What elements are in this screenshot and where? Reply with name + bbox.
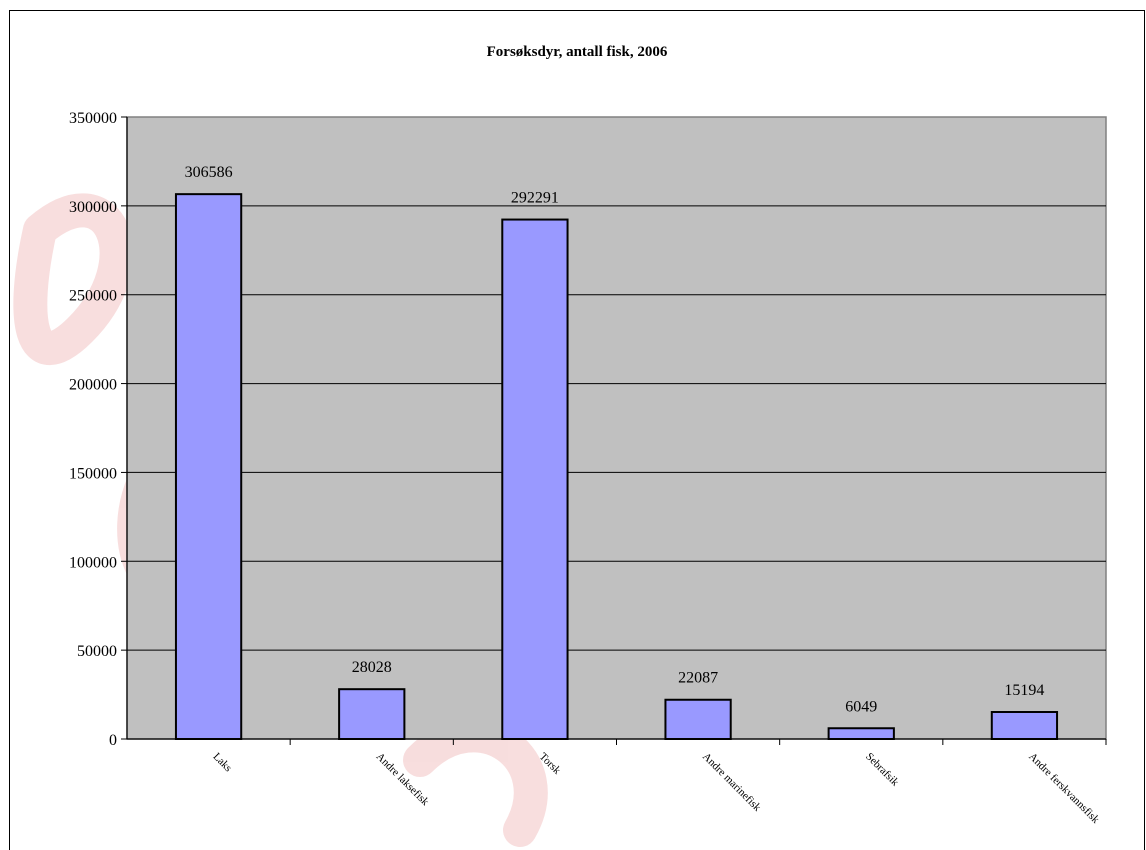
y-tick-label: 200000 (69, 377, 117, 394)
y-tick-label: 250000 (69, 288, 117, 305)
data-label: 292291 (511, 190, 559, 207)
y-tick-label: 50000 (77, 643, 117, 660)
x-tick-label: Laks (210, 751, 234, 775)
bar (664, 698, 732, 740)
chart-title: Forsøksdyr, antall fisk, 2006 (486, 44, 668, 60)
bar (501, 218, 569, 741)
data-label: 15194 (1004, 682, 1044, 699)
x-tick-label: Torsk (537, 751, 563, 777)
plot-area (126, 116, 1107, 740)
y-tick-label: 350000 (69, 110, 117, 127)
y-tick-label: 150000 (69, 465, 117, 482)
y-tick-label: 0 (109, 732, 117, 749)
data-label: 306586 (185, 164, 233, 181)
x-tick-label: Andre marinefisk (700, 751, 763, 814)
x-tick-label: Andre laksefisk (374, 751, 432, 809)
bar (338, 688, 406, 741)
bar (174, 193, 243, 740)
data-label: 6049 (845, 698, 877, 715)
data-label: 28028 (352, 659, 392, 676)
y-tick-label: 100000 (69, 554, 117, 571)
bar (990, 710, 1059, 741)
data-label: 22087 (678, 670, 718, 687)
x-tick-label: Sebrafsik (863, 751, 901, 789)
y-tick-label: 300000 (69, 199, 117, 216)
bar (827, 727, 895, 740)
x-tick-label: Andre ferskvannsfisk (1026, 751, 1102, 827)
